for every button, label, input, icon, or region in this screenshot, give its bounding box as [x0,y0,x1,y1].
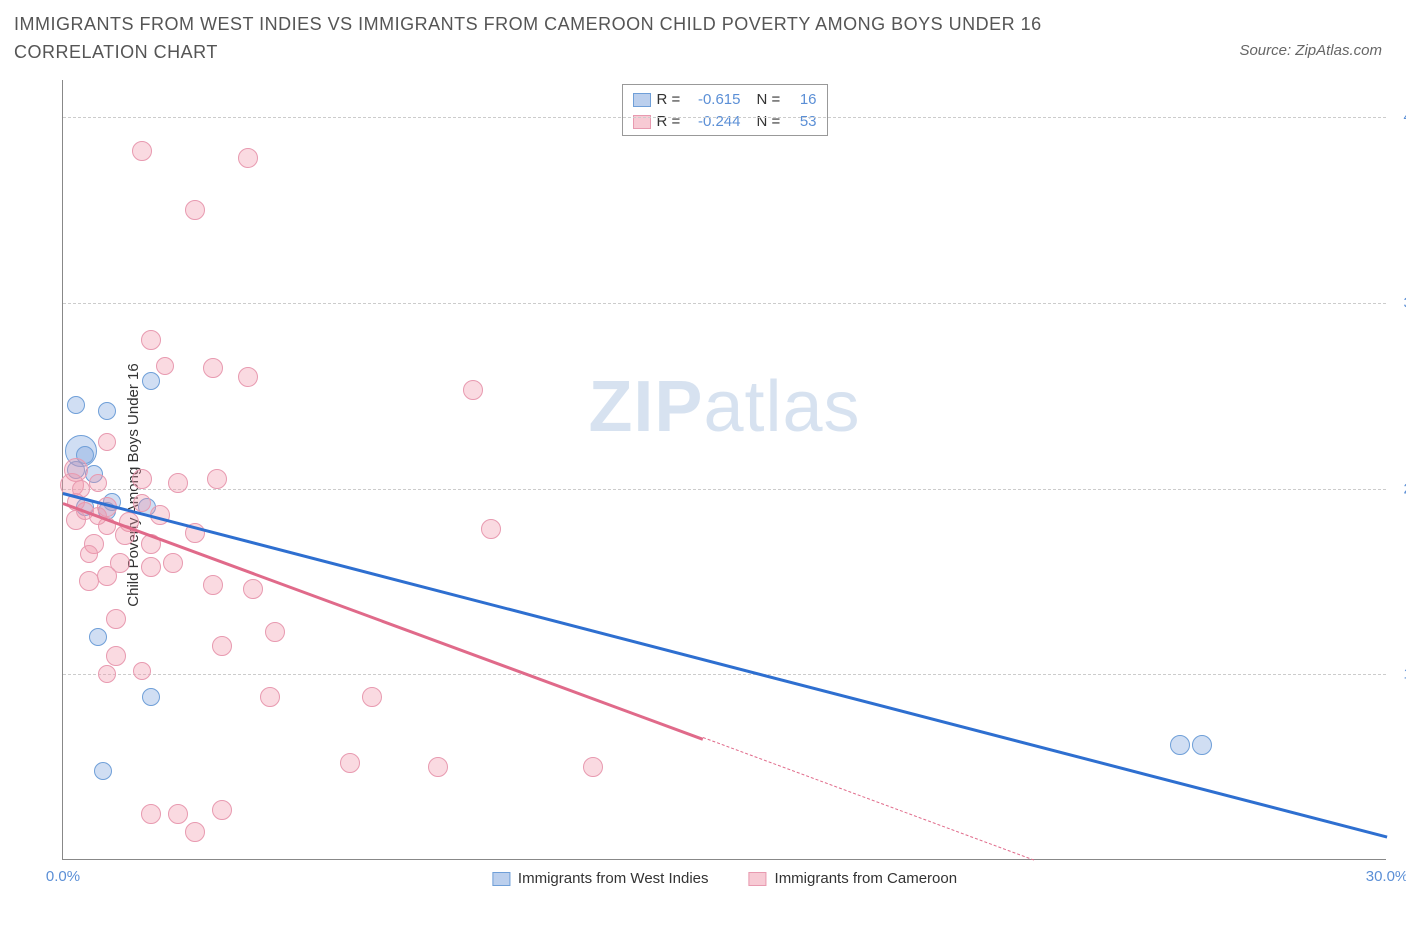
source-attribution: Source: ZipAtlas.com [1239,42,1382,59]
scatter-point [89,628,107,646]
scatter-point [481,519,501,539]
gridline [63,489,1386,490]
scatter-point [94,762,112,780]
scatter-point [141,804,161,824]
scatter-point [67,396,85,414]
watermark-bold: ZIP [588,367,703,447]
legend-r-label: R = [657,111,685,133]
scatter-point [260,687,280,707]
chart-container: Child Poverty Among Boys Under 16 ZIPatl… [50,80,1386,890]
scatter-point [168,804,188,824]
scatter-point [583,757,603,777]
series-legend: Immigrants from West Indies Immigrants fr… [492,870,957,887]
trend-line-extrapolated [703,737,1034,861]
gridline [63,303,1386,304]
scatter-point [142,372,160,390]
chart-title: IMMIGRANTS FROM WEST INDIES VS IMMIGRANT… [14,10,1114,66]
scatter-point [203,575,223,595]
scatter-point [97,566,117,586]
scatter-point [168,473,188,493]
scatter-point [265,622,285,642]
scatter-point [340,753,360,773]
legend-item: Immigrants from Cameroon [749,870,958,887]
scatter-point [185,200,205,220]
legend-r-value: -0.244 [691,111,741,133]
legend-r-label: R = [657,89,685,111]
scatter-point [428,757,448,777]
scatter-point [98,433,116,451]
legend-row: R = -0.244 N = 53 [633,111,817,133]
gridline [63,674,1386,675]
scatter-point [163,553,183,573]
legend-r-value: -0.615 [691,89,741,111]
scatter-point [212,800,232,820]
legend-label: Immigrants from Cameroon [775,870,958,887]
legend-n-value: 16 [791,89,817,111]
legend-swatch [633,93,651,107]
scatter-point [106,609,126,629]
scatter-point [133,494,151,512]
scatter-point [98,665,116,683]
legend-swatch [749,872,767,886]
scatter-point [207,469,227,489]
scatter-point [132,141,152,161]
legend-swatch [492,872,510,886]
scatter-point [243,579,263,599]
watermark-rest: atlas [703,367,860,447]
scatter-point [142,688,160,706]
legend-n-label: N = [757,111,785,133]
legend-n-value: 53 [791,111,817,133]
scatter-point [133,662,151,680]
trend-line [63,492,1388,838]
y-tick-label: 30.0% [1391,294,1406,311]
scatter-point [156,357,174,375]
gridline [63,117,1386,118]
scatter-point [1170,735,1190,755]
scatter-point [106,646,126,666]
y-tick-label: 40.0% [1391,109,1406,126]
legend-n-label: N = [757,89,785,111]
scatter-point [80,545,98,563]
trend-line [63,502,704,740]
scatter-point [1192,735,1212,755]
x-tick-label: 0.0% [46,868,80,885]
scatter-point [141,557,161,577]
scatter-point [212,636,232,656]
legend-row: R = -0.615 N = 16 [633,89,817,111]
y-tick-label: 20.0% [1391,480,1406,497]
scatter-point [203,358,223,378]
legend-label: Immigrants from West Indies [518,870,709,887]
plot-area: ZIPatlas R =-0.615N =16R =-0.244N =53 Im… [62,80,1386,860]
watermark: ZIPatlas [588,366,860,448]
scatter-point [98,402,116,420]
scatter-point [238,148,258,168]
scatter-point [185,822,205,842]
correlation-legend: R = -0.615 N = 16 R = -0.244 N = 53 [622,84,828,136]
scatter-point [238,367,258,387]
scatter-point [89,474,107,492]
scatter-point [132,469,152,489]
scatter-point [362,687,382,707]
scatter-point [463,380,483,400]
y-tick-label: 10.0% [1391,666,1406,683]
scatter-point [141,330,161,350]
x-tick-label: 30.0% [1366,868,1406,885]
legend-item: Immigrants from West Indies [492,870,709,887]
